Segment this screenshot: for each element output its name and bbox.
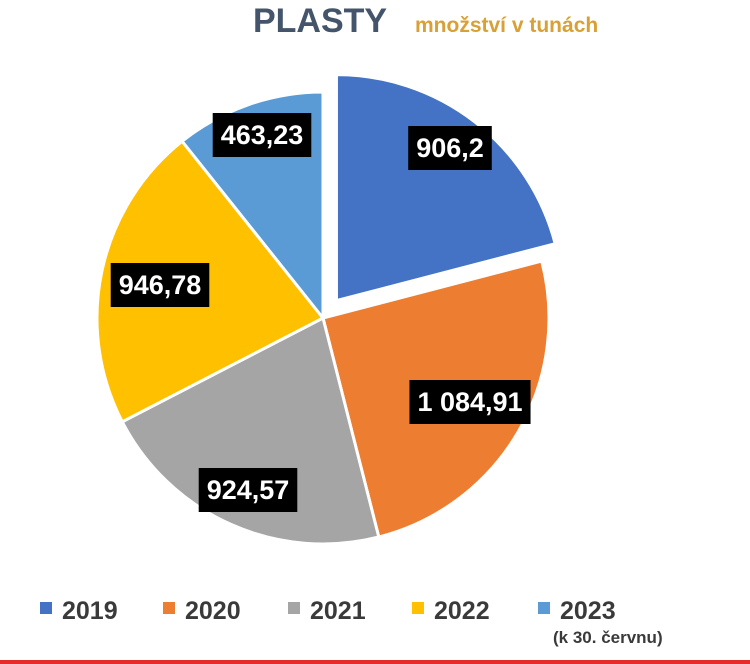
legend: (k 30. červnu) 2019 2020 2021 2022 2023 [40, 597, 663, 647]
data-labels: 906,2 1 084,91 924,57 946,78 463,23 [110, 113, 531, 512]
bottom-rule [0, 660, 750, 664]
chart-title: PLASTY [253, 2, 387, 40]
data-label-2019: 906,2 [416, 133, 484, 163]
legend-label-2020: 2020 [185, 597, 241, 625]
legend-swatch-2022 [412, 602, 424, 614]
legend-label-2019: 2019 [62, 597, 118, 625]
legend-swatch-2023 [538, 602, 550, 614]
legend-swatch-2021 [288, 602, 300, 614]
data-label-2021: 924,57 [207, 475, 290, 505]
data-label-box-2023 [212, 113, 312, 157]
legend-label-2021: 2021 [310, 597, 366, 625]
legend-label-2023: 2023 [560, 597, 616, 625]
chart-subtitle: množství v tunách [415, 14, 598, 37]
data-label-box-2019 [408, 126, 492, 170]
legend-note: (k 30. červnu) [553, 628, 663, 647]
data-label-box-2022 [110, 263, 210, 307]
pie-slice-2021 [120, 315, 381, 546]
legend-label-2022: 2022 [434, 597, 490, 625]
data-label-box-2020 [409, 380, 531, 424]
legend-swatch-2019 [40, 602, 52, 614]
data-label-box-2021 [198, 468, 298, 512]
pie-slice-2022 [95, 139, 326, 424]
data-label-2022: 946,78 [119, 270, 202, 300]
pie-slice-2019 [334, 73, 558, 303]
data-label-2020: 1 084,91 [417, 387, 522, 417]
legend-swatch-2020 [163, 602, 175, 614]
data-label-2023: 463,23 [221, 120, 304, 150]
